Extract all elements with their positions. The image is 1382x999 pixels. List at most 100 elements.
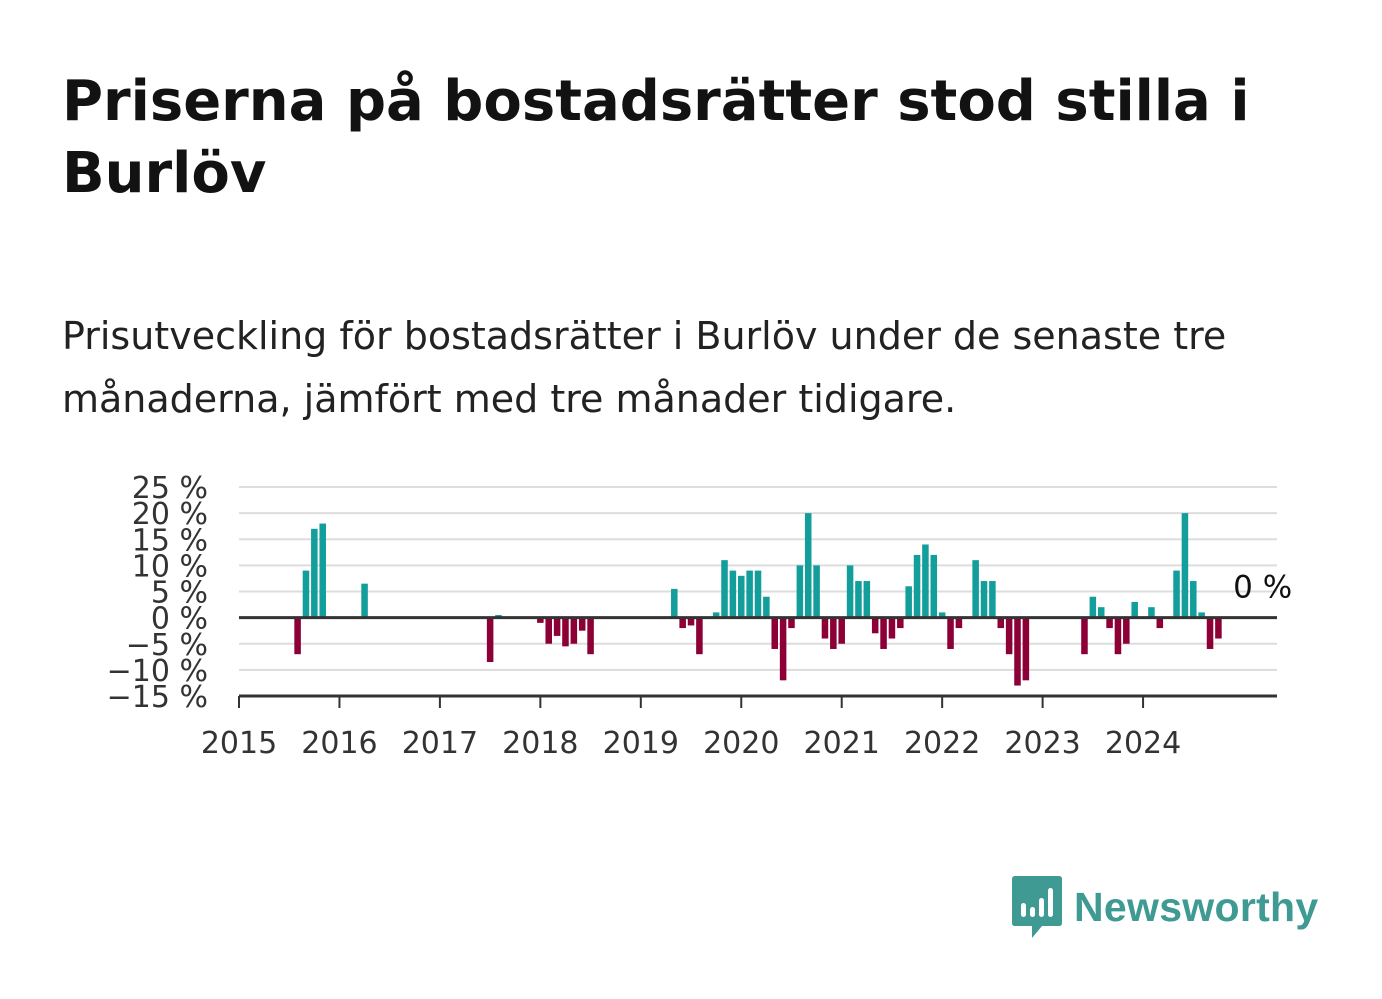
bar	[997, 617, 1005, 629]
x-tick-label: 2022	[904, 726, 980, 761]
bar	[361, 583, 368, 618]
bar	[1206, 617, 1214, 649]
bar	[570, 617, 578, 644]
y-tick-label: 0 %	[151, 602, 208, 637]
bar	[729, 570, 737, 618]
bar	[930, 554, 938, 618]
y-tick-label: −5 %	[126, 628, 208, 663]
bar	[972, 560, 979, 618]
bar	[804, 513, 812, 618]
bar	[545, 617, 552, 644]
x-tick-label: 2019	[603, 726, 679, 761]
bar	[989, 581, 996, 618]
bar	[1005, 617, 1013, 655]
x-tick-label: 2023	[1004, 726, 1080, 761]
bar	[888, 617, 896, 639]
bar	[687, 617, 695, 626]
brand-name: Newsworthy	[1074, 883, 1319, 930]
x-tick-label: 2020	[703, 726, 779, 761]
bar	[1022, 617, 1030, 681]
y-tick-label: 25 %	[132, 471, 208, 506]
bar	[855, 581, 862, 618]
bar-chart: 25 %20 %15 %10 %5 %0 %−5 %−10 %−15 % 201…	[107, 471, 1293, 761]
bar	[302, 570, 310, 618]
y-tick-label: 5 %	[151, 576, 208, 611]
x-tick-label: 2018	[502, 726, 578, 761]
newsworthy-logo-icon	[1012, 876, 1062, 938]
bar	[863, 581, 871, 618]
latest-value-label: 0 %	[1233, 570, 1292, 606]
bar	[537, 617, 544, 623]
bar	[754, 570, 762, 618]
bar	[871, 617, 879, 634]
bar	[587, 617, 594, 655]
bar	[696, 617, 703, 655]
y-tick-label: −10 %	[107, 654, 208, 689]
bar	[1106, 617, 1113, 629]
bar	[1089, 596, 1097, 618]
brand-logo: Newsworthy	[1012, 876, 1319, 938]
bars	[294, 513, 1222, 686]
axes	[239, 616, 1277, 698]
bar	[947, 617, 954, 649]
y-tick-label: 15 %	[132, 523, 208, 558]
bar	[1181, 513, 1189, 618]
x-tick-label: 2016	[301, 726, 377, 761]
bar	[1148, 607, 1155, 618]
chart-subtitle: Prisutveckling för bostadsrätter i Burlö…	[62, 314, 1227, 421]
bar	[1198, 612, 1205, 618]
bar	[294, 617, 301, 655]
bar	[813, 565, 820, 618]
bar	[1123, 617, 1130, 644]
x-axis-ticks: 2015 2016 2017 2018 2019 2020 2021 2022 2023 2024	[201, 696, 1181, 761]
bar	[771, 617, 779, 649]
bar	[1215, 617, 1222, 639]
bar	[938, 612, 946, 618]
bar	[796, 565, 804, 618]
bar	[846, 565, 854, 618]
bar	[671, 588, 678, 618]
bar	[763, 596, 770, 618]
bar	[905, 586, 912, 618]
bar	[788, 617, 795, 629]
bar	[779, 617, 787, 681]
bar	[486, 617, 494, 663]
bar	[746, 570, 753, 618]
annotations: 0 %	[1233, 570, 1292, 606]
y-tick-label: 20 %	[132, 497, 208, 532]
bar	[830, 617, 837, 649]
bar	[1097, 607, 1105, 618]
y-tick-label: −15 %	[107, 680, 208, 715]
bar	[1014, 617, 1021, 686]
bar	[1173, 570, 1180, 618]
bar	[880, 617, 887, 649]
bar	[838, 617, 845, 644]
bar	[1131, 601, 1138, 618]
y-axis-ticks: 25 %20 %15 %10 %5 %0 %−5 %−10 %−15 %	[107, 471, 208, 715]
bar	[1114, 617, 1122, 655]
bar	[1156, 617, 1164, 629]
chart-title: Priserna på bostadsrätter stod stilla i …	[62, 69, 1250, 206]
x-tick-label: 2024	[1105, 726, 1181, 761]
bar	[679, 617, 686, 629]
bar	[897, 617, 904, 629]
bar	[913, 554, 921, 618]
y-tick-label: 10 %	[132, 549, 208, 584]
bar	[737, 575, 745, 618]
bar	[553, 617, 561, 636]
bar	[712, 612, 720, 618]
bar	[1081, 617, 1088, 655]
x-tick-label: 2021	[804, 726, 880, 761]
bar	[980, 581, 988, 618]
bar	[319, 523, 326, 618]
bar	[821, 617, 829, 639]
bar	[311, 528, 318, 618]
bar	[721, 560, 728, 618]
bar	[578, 617, 586, 631]
bar	[922, 544, 929, 618]
x-tick-label: 2017	[402, 726, 478, 761]
bar	[955, 617, 963, 629]
x-tick-label: 2015	[201, 726, 277, 761]
bar	[1190, 581, 1197, 618]
bar	[562, 617, 569, 647]
